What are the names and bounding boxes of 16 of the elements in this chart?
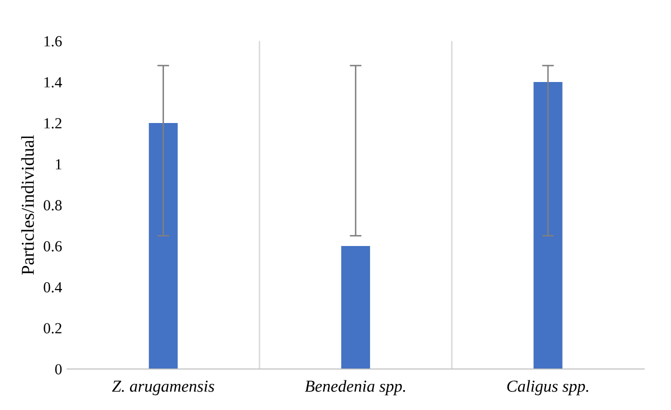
y-axis-title: Particles/individual [21, 135, 34, 275]
y-tick-label: 0.8 [44, 200, 62, 211]
bar [534, 82, 562, 369]
bar [341, 246, 370, 369]
x-tick-label: Caligus spp. [507, 380, 588, 396]
bar [148, 123, 178, 369]
y-tick-label: 0 [55, 364, 62, 374]
y-tick-label: 0.4 [44, 282, 62, 293]
y-tick-label: 1 [56, 159, 62, 170]
y-tick-label: 0.6 [44, 241, 62, 252]
y-tick-label: 0.2 [44, 323, 62, 334]
x-tick-label: Z. arugamensis [112, 380, 214, 396]
y-tick-label: 1.6 [44, 36, 62, 47]
y-tick-label: 1.2 [44, 118, 62, 129]
x-tick-label: Benedenia spp. [304, 380, 406, 396]
y-tick-label: 1.4 [44, 77, 62, 88]
